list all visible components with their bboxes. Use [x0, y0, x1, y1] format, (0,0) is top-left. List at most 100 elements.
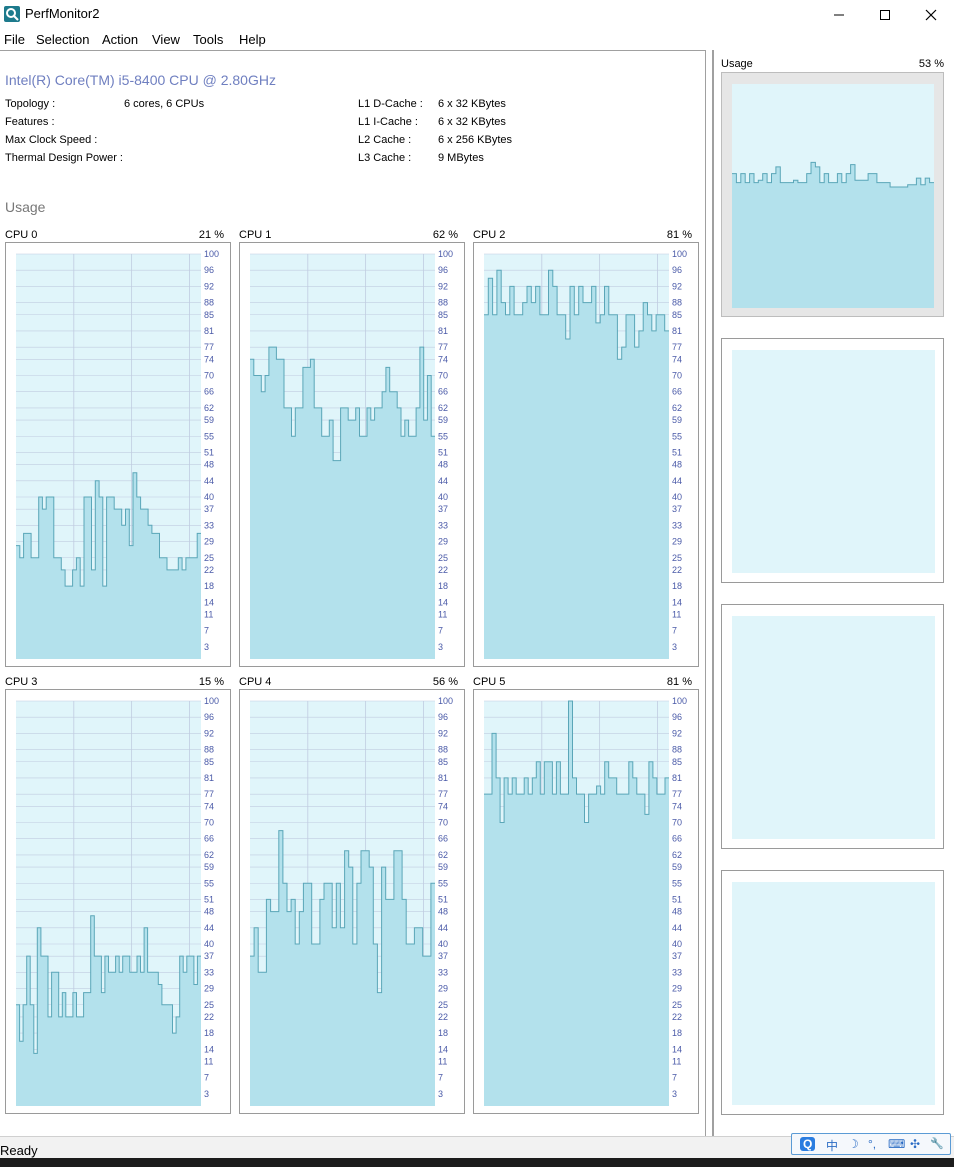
y-tick-label: 33 — [672, 520, 682, 530]
y-tick-label: 66 — [204, 387, 214, 397]
menu-view[interactable]: View — [152, 32, 180, 47]
usage-area — [250, 347, 435, 659]
close-button[interactable] — [908, 0, 954, 30]
ime-keyboard-icon[interactable]: ⌨ — [888, 1137, 906, 1151]
y-tick-label: 51 — [438, 894, 448, 904]
y-tick-label: 3 — [204, 1089, 209, 1099]
y-tick-label: 40 — [672, 492, 682, 502]
y-tick-label: 66 — [438, 387, 448, 397]
usage-area — [484, 270, 669, 659]
y-tick-label: 22 — [438, 565, 448, 575]
y-tick-label: 7 — [204, 1073, 209, 1083]
ime-logo-icon[interactable]: Q — [800, 1137, 816, 1151]
y-tick-label: 40 — [672, 939, 682, 949]
y-tick-label: 62 — [672, 850, 682, 860]
ime-punctuation-icon[interactable]: °, — [868, 1137, 877, 1151]
y-tick-label: 92 — [438, 281, 448, 291]
ime-tool-icon[interactable]: ✣ — [910, 1137, 921, 1151]
y-tick-label: 100 — [204, 696, 219, 706]
ime-wrench-icon[interactable]: 🔧 — [930, 1138, 944, 1150]
menu-bar: File Selection Action View Tools Help — [0, 30, 954, 50]
cpu-5-percent: 81 % — [666, 676, 692, 688]
cpu-2-percent: 81 % — [666, 229, 692, 241]
y-tick-label: 51 — [204, 447, 214, 457]
y-tick-label: 62 — [672, 403, 682, 413]
y-tick-label: 92 — [438, 728, 448, 738]
usage-area — [16, 472, 201, 659]
y-tick-label: 3 — [438, 1089, 443, 1099]
panel-splitter[interactable] — [712, 50, 714, 1136]
y-tick-label: 7 — [204, 626, 209, 636]
menu-tools[interactable]: Tools — [193, 32, 224, 47]
usage-area — [484, 701, 669, 1106]
y-tick-label: 100 — [672, 249, 687, 259]
usage-line — [16, 915, 201, 1054]
ime-moon-icon[interactable]: ☽ — [848, 1137, 859, 1151]
y-tick-label: 33 — [204, 520, 214, 530]
y-tick-label: 81 — [204, 773, 214, 783]
y-tick-label: 92 — [672, 281, 682, 291]
y-tick-label: 55 — [672, 878, 682, 888]
y-tick-label: 44 — [438, 923, 448, 933]
y-tick-label: 77 — [438, 789, 448, 799]
y-tick-label: 59 — [204, 862, 214, 872]
empty-graph-area — [732, 616, 935, 839]
y-tick-label: 11 — [438, 1056, 447, 1066]
y-tick-label: 55 — [438, 878, 448, 888]
y-tick-label: 100 — [672, 696, 687, 706]
empty-graph-slot — [721, 604, 944, 849]
y-tick-label: 25 — [438, 1000, 448, 1010]
l1d-value: 6 x 32 KBytes — [438, 98, 506, 110]
y-tick-label: 25 — [204, 1000, 214, 1010]
y-tick-label: 11 — [204, 609, 213, 619]
cpu-0-chart: 1009692888581777470666259555148444037332… — [16, 249, 219, 659]
cpu-1-chart: 1009692888581777470666259555148444037332… — [250, 249, 453, 659]
total-usage-label: Usage — [721, 58, 753, 70]
menu-file[interactable]: File — [4, 32, 25, 47]
y-tick-label: 88 — [672, 298, 682, 308]
y-tick-label: 96 — [204, 712, 214, 722]
cpu-1-label: CPU 1 — [239, 229, 272, 241]
y-tick-label: 62 — [204, 850, 214, 860]
usage-line — [250, 346, 435, 462]
y-tick-label: 62 — [204, 403, 214, 413]
cpu-4-chart: 1009692888581777470666259555148444037332… — [250, 696, 453, 1106]
y-tick-label: 14 — [204, 597, 214, 607]
y-tick-label: 77 — [438, 342, 448, 352]
y-tick-label: 3 — [672, 1089, 677, 1099]
cpu-3-percent: 15 % — [198, 676, 224, 688]
y-tick-label: 40 — [438, 492, 448, 502]
total-usage-percent: 53 % — [918, 58, 944, 70]
y-tick-label: 96 — [672, 712, 682, 722]
y-tick-label: 88 — [438, 298, 448, 308]
cpu-4-graph: 100 96 92 88 85 81 77 74 70 66 62 59 55 51 48 44 40 37 33 2… — [239, 689, 465, 1114]
y-tick-label: 74 — [672, 354, 682, 364]
y-tick-label: 66 — [672, 387, 682, 397]
menu-help[interactable]: Help — [239, 32, 266, 47]
ime-chinese-mode[interactable]: 中 — [826, 1139, 839, 1153]
y-tick-label: 74 — [438, 801, 448, 811]
y-tick-label: 14 — [438, 597, 448, 607]
cpu-4-percent: 56 % — [432, 676, 458, 688]
y-tick-label: 40 — [438, 939, 448, 949]
cpu-5-chart: 1009692888581777470666259555148444037332… — [484, 696, 687, 1106]
y-tick-label: 7 — [438, 1073, 443, 1083]
usage-area — [732, 162, 934, 308]
empty-graph-slot — [721, 870, 944, 1115]
max-clock-label: Max Clock Speed : — [5, 134, 98, 146]
y-tick-label: 37 — [438, 504, 448, 514]
cpu-0-percent: 21 % — [198, 229, 224, 241]
cpu-1-graph: 100 96 92 88 85 81 77 74 70 66 62 59 55 51 48 44 40 37 33 2… — [239, 242, 465, 667]
maximize-button[interactable] — [862, 0, 908, 30]
y-tick-label: 100 — [438, 249, 453, 259]
y-tick-label: 59 — [204, 415, 214, 425]
tdp-label: Thermal Design Power : — [5, 152, 123, 164]
taskbar — [0, 1158, 954, 1167]
menu-action[interactable]: Action — [102, 32, 139, 47]
cpu-panel — [0, 50, 706, 1136]
y-tick-label: 85 — [204, 757, 214, 767]
minimize-button[interactable] — [816, 0, 862, 30]
menu-selection[interactable]: Selection — [36, 32, 90, 47]
y-tick-label: 55 — [672, 431, 682, 441]
ime-toolbar: Q 中 ☽ °, ⌨ ✣ 🔧 — [791, 1133, 951, 1155]
